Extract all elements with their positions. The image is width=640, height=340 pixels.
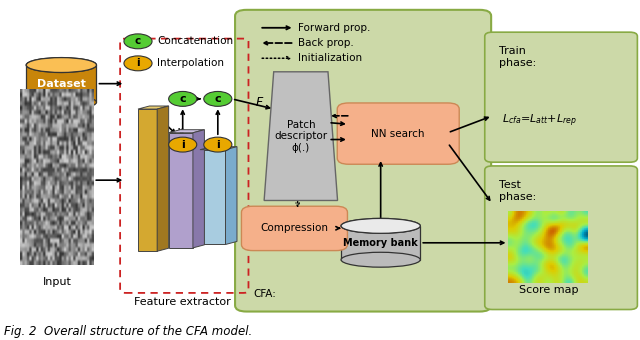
Text: Input: Input [42,277,71,287]
Text: Feature extractor: Feature extractor [134,297,231,307]
Text: CFA:: CFA: [253,289,276,299]
Polygon shape [169,133,193,248]
Text: Concatenation: Concatenation [157,36,233,46]
Ellipse shape [341,218,420,233]
Circle shape [204,91,232,106]
Polygon shape [157,106,169,251]
Circle shape [124,34,152,49]
Text: Compression: Compression [260,223,328,234]
FancyBboxPatch shape [241,206,348,251]
Polygon shape [193,130,204,248]
Text: i: i [181,140,184,150]
Text: $F$: $F$ [255,96,265,109]
Text: Dataset: Dataset [37,79,86,89]
FancyBboxPatch shape [484,166,637,309]
Circle shape [169,137,196,152]
Polygon shape [200,150,225,244]
Text: Score map: Score map [519,285,579,295]
Polygon shape [138,106,169,109]
FancyBboxPatch shape [235,10,491,311]
Polygon shape [138,109,157,251]
Ellipse shape [26,57,97,72]
Text: Initialization: Initialization [298,53,362,63]
Polygon shape [264,72,337,201]
Text: i: i [216,140,220,150]
Text: Patch
descriptor
ϕ(.): Patch descriptor ϕ(.) [275,120,328,153]
Text: Test
phase:: Test phase: [499,180,536,202]
Text: NN search: NN search [371,129,425,139]
Polygon shape [225,147,237,244]
Circle shape [169,91,196,106]
FancyBboxPatch shape [341,226,420,260]
Circle shape [204,137,232,152]
Ellipse shape [26,57,97,72]
Text: Memory bank: Memory bank [343,238,418,248]
FancyBboxPatch shape [484,32,637,162]
Polygon shape [200,147,237,150]
Ellipse shape [341,252,420,267]
Ellipse shape [341,218,420,233]
Polygon shape [169,130,204,133]
Text: c: c [214,94,221,104]
Text: Fig. 2  Overall structure of the CFA model.: Fig. 2 Overall structure of the CFA mode… [4,325,252,338]
Text: $L_{cfa}$=$L_{att}$+$L_{rep}$: $L_{cfa}$=$L_{att}$+$L_{rep}$ [502,113,577,129]
FancyBboxPatch shape [337,103,460,164]
Text: c: c [179,94,186,104]
Ellipse shape [26,95,97,110]
Text: c: c [135,36,141,46]
Text: Train
phase:: Train phase: [499,46,536,68]
Text: Interpolation: Interpolation [157,58,224,68]
Text: Forward prop.: Forward prop. [298,23,370,33]
FancyBboxPatch shape [26,65,97,102]
Circle shape [124,56,152,71]
Text: Back prop.: Back prop. [298,38,353,48]
Text: i: i [136,58,140,68]
